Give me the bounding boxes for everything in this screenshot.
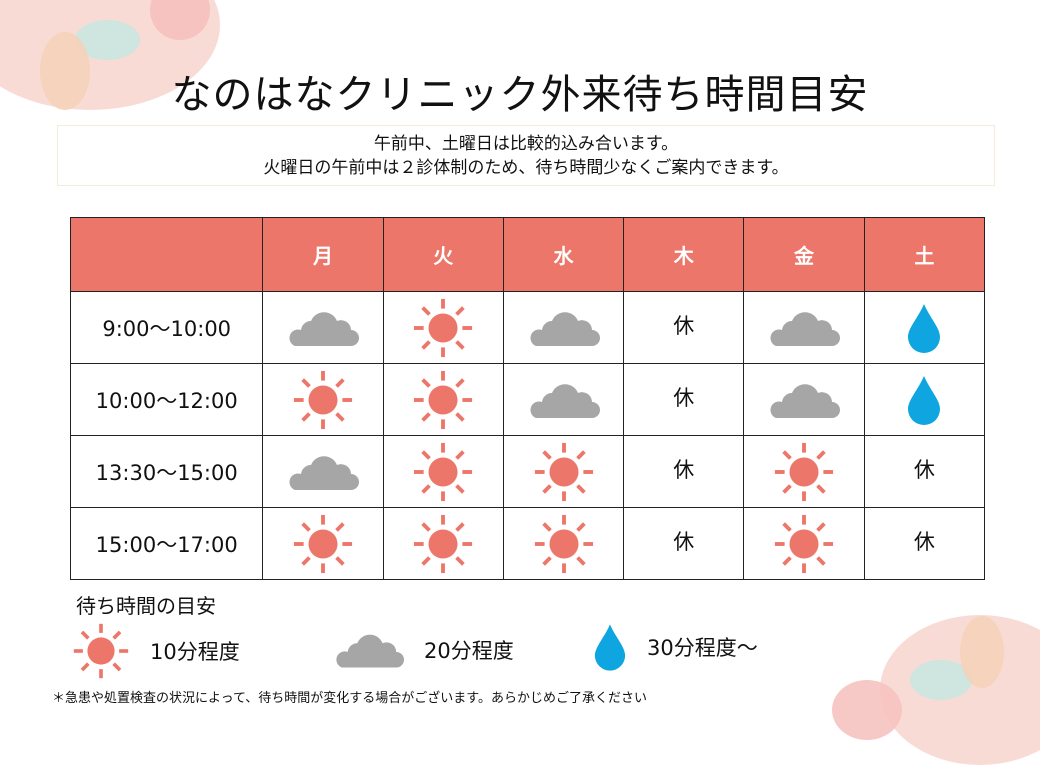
decoration-blob [40,32,90,110]
wait-cell-sun [262,507,384,580]
notice-box: 午前中、土曜日は比較的込み合います。 火曜日の午前中は２診体制のため、待ち時間少… [57,125,995,186]
corner-cell [69,217,264,292]
page-title: なのはなクリニック外来待ち時間目安 [171,72,869,118]
cloud-icon [528,308,600,348]
table-row: 10:00〜12:00 休 [69,363,986,436]
wait-cell-sun [382,507,504,580]
closed-cell: 休 [863,507,986,580]
wait-cell-cloud [262,435,384,508]
cloud-icon [768,308,840,348]
closed-cell: 休 [623,363,745,436]
drop-icon [906,374,942,426]
wait-cell-sun [382,363,504,436]
wait-cell-cloud [743,291,865,364]
sun-icon [773,513,835,575]
closed-cell: 休 [863,435,986,508]
wait-cell-cloud [502,363,625,436]
sun-icon [292,513,354,575]
footnote: ＊急患や処置検査の状況によって、待ち時間が変化する場合がございます。あらかじめご… [52,691,648,706]
table-row: 15:00〜17:00 休 休 [69,507,986,580]
day-header: 土 [863,217,986,292]
cloud-icon [287,452,359,492]
time-slot: 10:00〜12:00 [69,363,264,436]
sun-icon [412,441,474,503]
legend-drop: 30分程度〜 [593,622,758,672]
wait-cell-drop [863,363,986,436]
wait-cell-sun [743,507,865,580]
sun-icon [533,441,595,503]
wait-cell-cloud [262,291,384,364]
closed-cell: 休 [623,435,745,508]
sun-icon [412,513,474,575]
legend-sun: 10分程度 [72,622,240,680]
sun-icon [773,441,835,503]
legend-title: 待ち時間の目安 [76,594,216,618]
notice-line: 午前中、土曜日は比較的込み合います。 [373,134,679,154]
wait-cell-drop [863,291,986,364]
drop-icon [593,622,627,672]
day-header: 月 [262,217,384,292]
time-slot: 13:30〜15:00 [69,435,264,508]
day-header: 木 [623,217,745,292]
legend-label: 10分程度 [150,640,240,664]
day-header: 金 [743,217,865,292]
table-row: 13:30〜15:00 休 休 [69,435,986,508]
notice-line: 火曜日の午前中は２診体制のため、待ち時間少なくご案内できます。 [263,158,789,178]
wait-cell-sun [743,435,865,508]
sun-icon [533,513,595,575]
drop-icon [906,302,942,354]
wait-cell-sun [502,435,625,508]
decoration-blob [960,616,1004,688]
sun-icon [292,369,354,431]
wait-cell-sun [382,291,504,364]
legend-label: 30分程度〜 [647,636,758,660]
legend-label: 20分程度 [424,639,514,663]
wait-cell-sun [502,507,625,580]
time-slot: 9:00〜10:00 [69,291,264,364]
time-slot: 15:00〜17:00 [69,507,264,580]
wait-cell-sun [382,435,504,508]
sun-icon [412,297,474,359]
sun-icon [412,369,474,431]
cloud-icon [334,630,404,670]
day-header: 火 [382,217,504,292]
wait-time-table: 月火水木金土 9:00〜10:00 休 10:00〜12:00 休 13:30〜15:0… [69,217,986,580]
table-row: 9:00〜10:00 休 [69,291,986,364]
wait-cell-cloud [502,291,625,364]
day-header: 水 [502,217,625,292]
wait-cell-sun [262,363,384,436]
cloud-icon [287,308,359,348]
legend-cloud: 20分程度 [334,630,514,670]
cloud-icon [528,380,600,420]
decoration-blob [832,680,902,740]
table-header-row: 月火水木金土 [69,217,986,292]
wait-cell-cloud [743,363,865,436]
sun-icon [72,622,130,680]
cloud-icon [768,380,840,420]
closed-cell: 休 [623,291,745,364]
closed-cell: 休 [623,507,745,580]
